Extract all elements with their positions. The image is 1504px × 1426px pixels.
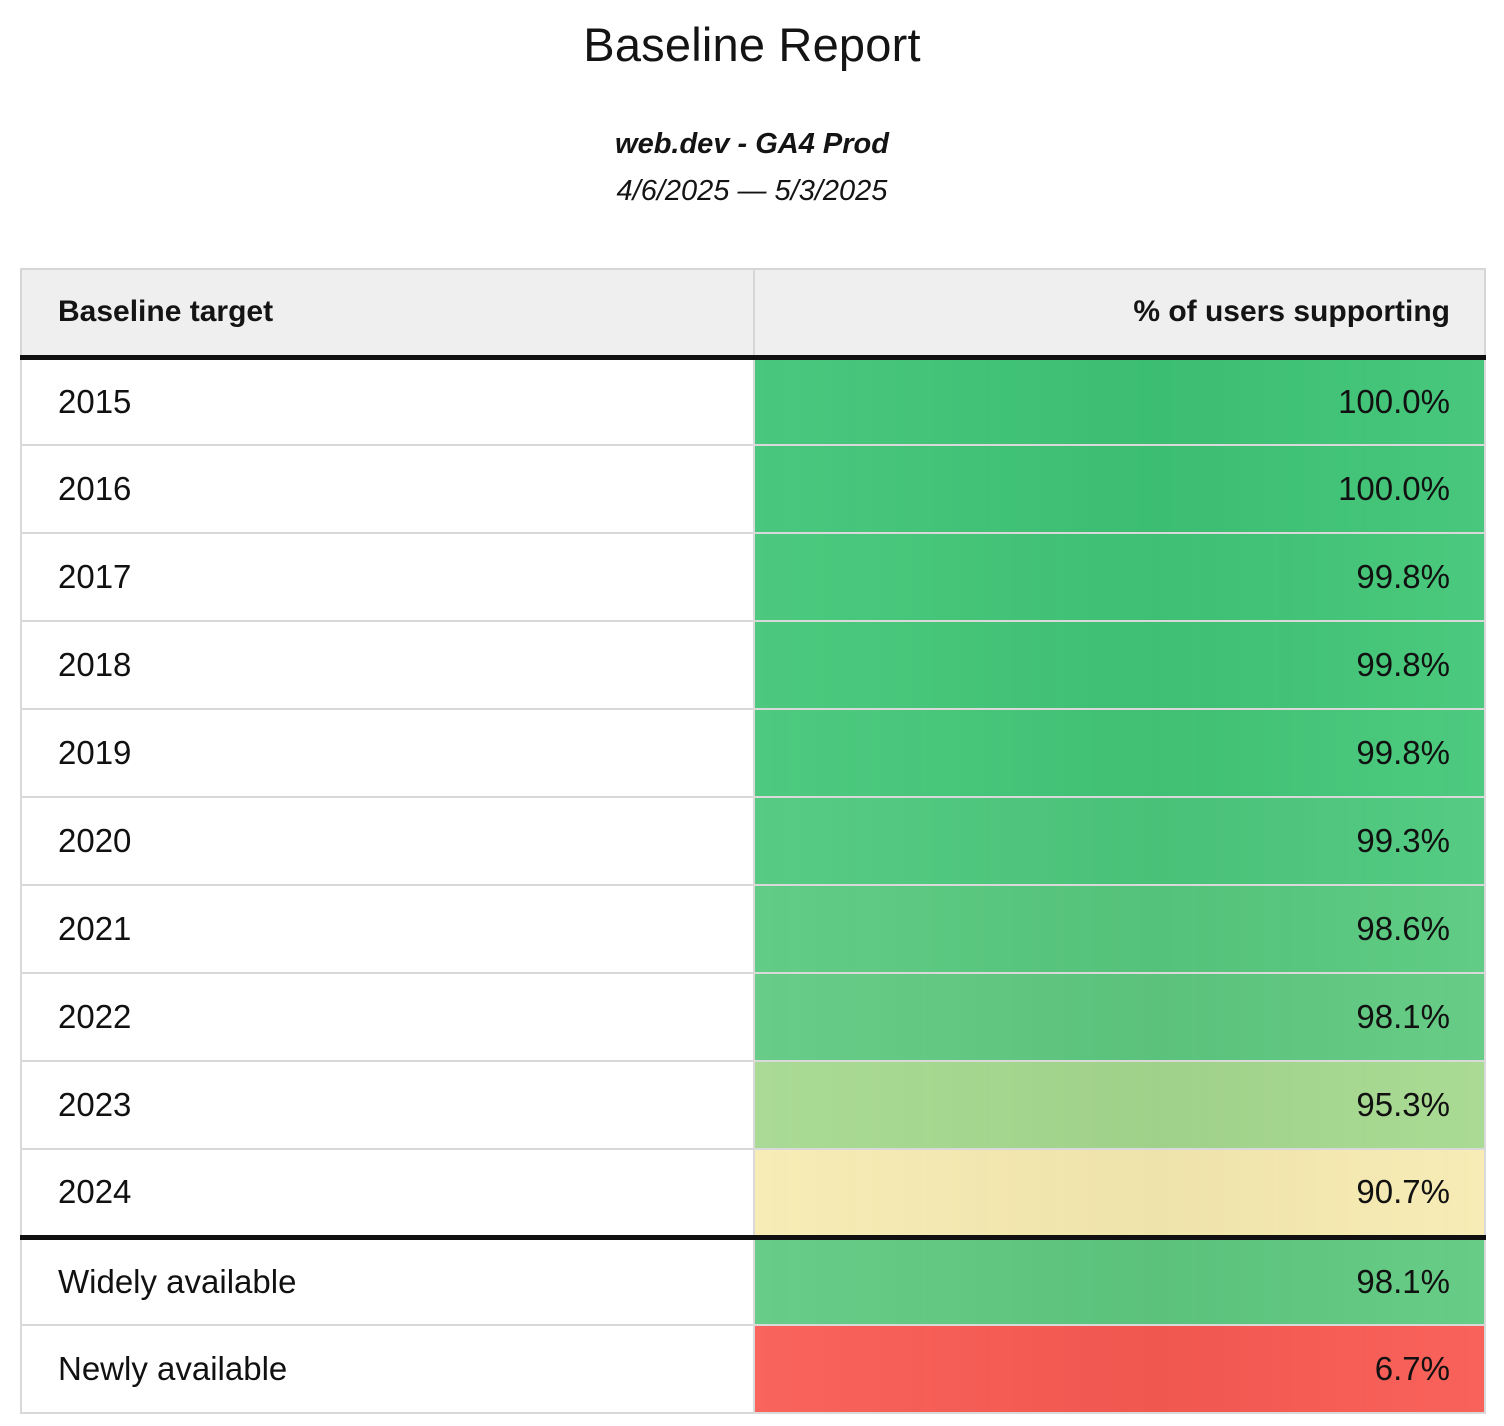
- table-row: 2015 100.0%: [20, 356, 1486, 446]
- baseline-target-cell: Widely available: [20, 1234, 755, 1326]
- percent-value-cell: 99.8%: [753, 620, 1486, 710]
- baseline-target-cell: 2021: [20, 884, 755, 974]
- percent-value-cell: 95.3%: [753, 1060, 1486, 1150]
- baseline-target-cell: Newly available: [20, 1324, 755, 1414]
- table-row: 2021 98.6%: [20, 884, 1486, 974]
- table-row: 2019 99.8%: [20, 708, 1486, 798]
- percent-value-cell: 90.7%: [753, 1148, 1486, 1238]
- percent-value-cell: 98.1%: [753, 972, 1486, 1062]
- baseline-target-cell: 2017: [20, 532, 755, 622]
- report-header: Baseline Report web.dev - GA4 Prod 4/6/2…: [0, 0, 1504, 209]
- table-row: Widely available 98.1%: [20, 1234, 1486, 1326]
- table-row: 2023 95.3%: [20, 1060, 1486, 1150]
- percent-value-cell: 6.7%: [753, 1324, 1486, 1414]
- column-header-percent-users: % of users supporting: [753, 268, 1486, 360]
- percent-value-cell: 99.8%: [753, 708, 1486, 798]
- table-row: 2020 99.3%: [20, 796, 1486, 886]
- baseline-target-cell: 2023: [20, 1060, 755, 1150]
- page-title: Baseline Report: [583, 18, 921, 71]
- column-header-baseline-target: Baseline target: [20, 268, 755, 360]
- table-row: 2017 99.8%: [20, 532, 1486, 622]
- table-row: 2024 90.7%: [20, 1148, 1486, 1238]
- table-row: 2022 98.1%: [20, 972, 1486, 1062]
- table-row: Newly available 6.7%: [20, 1324, 1486, 1414]
- table-row: 2018 99.8%: [20, 620, 1486, 710]
- percent-value-cell: 98.6%: [753, 884, 1486, 974]
- baseline-target-cell: 2018: [20, 620, 755, 710]
- table-row: 2016 100.0%: [20, 444, 1486, 534]
- percent-value-cell: 98.1%: [753, 1234, 1486, 1326]
- percent-value-cell: 100.0%: [753, 444, 1486, 534]
- report-source: web.dev - GA4 Prod: [615, 128, 889, 160]
- baseline-target-cell: 2022: [20, 972, 755, 1062]
- baseline-table: Baseline target % of users supporting 20…: [20, 268, 1486, 1414]
- baseline-target-cell: 2015: [20, 356, 755, 446]
- report-date-range: 4/6/2025 — 5/3/2025: [616, 175, 888, 207]
- table-header-row: Baseline target % of users supporting: [20, 268, 1486, 360]
- percent-value-cell: 99.3%: [753, 796, 1486, 886]
- baseline-target-cell: 2019: [20, 708, 755, 798]
- baseline-target-cell: 2016: [20, 444, 755, 534]
- baseline-target-cell: 2024: [20, 1148, 755, 1238]
- baseline-target-cell: 2020: [20, 796, 755, 886]
- percent-value-cell: 99.8%: [753, 532, 1486, 622]
- percent-value-cell: 100.0%: [753, 356, 1486, 446]
- table-container: Baseline target % of users supporting 20…: [20, 268, 1486, 1414]
